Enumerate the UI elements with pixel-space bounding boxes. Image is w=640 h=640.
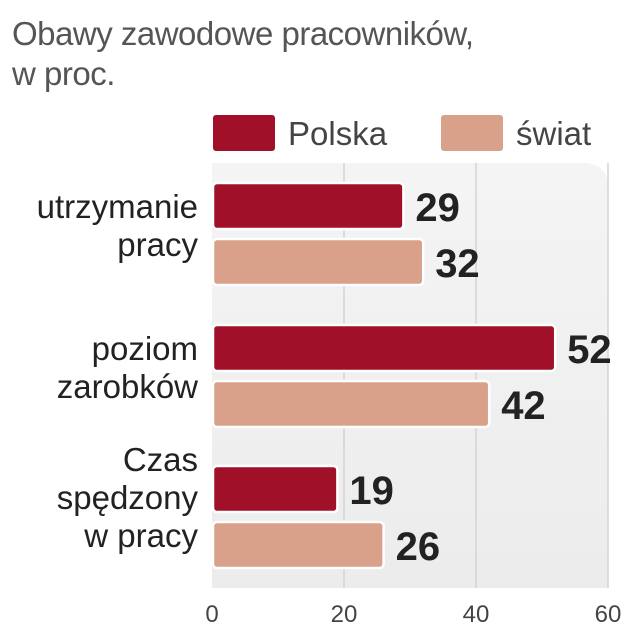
legend-label-1: świat xyxy=(516,115,591,152)
data-label: 32 xyxy=(435,242,480,286)
legend-swatch-1 xyxy=(439,113,505,153)
category-label: utrzymanie xyxy=(37,188,198,225)
category-label: poziom xyxy=(92,330,198,367)
data-label: 29 xyxy=(415,186,460,230)
bar-świat-1 xyxy=(211,379,491,429)
category-label: spędzony xyxy=(57,479,199,516)
data-label: 26 xyxy=(396,525,441,569)
data-label: 19 xyxy=(349,469,394,513)
category-label: Czas xyxy=(123,441,198,478)
chart-title: Obawy zawodowe pracowników, w proc. xyxy=(12,14,474,94)
title-line-1: Obawy zawodowe pracowników, xyxy=(12,15,474,52)
x-tick-label: 0 xyxy=(205,601,218,628)
x-tick-label: 20 xyxy=(331,601,358,628)
legend-swatch-0 xyxy=(211,113,277,153)
category-label: pracy xyxy=(117,226,198,263)
legend-label-0: Polska xyxy=(288,115,388,152)
category-label: zarobków xyxy=(57,368,198,405)
bar-Polska-2 xyxy=(211,464,339,514)
data-label: 42 xyxy=(501,384,546,428)
x-tick-label: 60 xyxy=(595,601,622,628)
bar-świat-0 xyxy=(211,237,425,287)
x-tick-label: 40 xyxy=(463,601,490,628)
bar-świat-2 xyxy=(211,520,385,570)
bar-Polska-1 xyxy=(211,323,557,373)
category-label: w pracy xyxy=(83,517,198,554)
data-label: 52 xyxy=(567,328,612,372)
bar-Polska-0 xyxy=(211,181,405,231)
title-line-2: w proc. xyxy=(12,55,115,92)
